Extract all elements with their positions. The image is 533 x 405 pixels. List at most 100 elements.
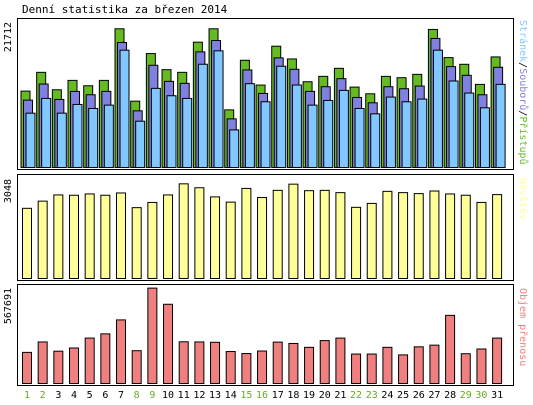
x-tick-label: 14 (225, 390, 237, 401)
pages-bar (166, 95, 177, 168)
visits-bar (476, 201, 487, 279)
kbytes-bar (445, 314, 456, 384)
chart-title: Denní statistika za březen 2014 (22, 3, 228, 16)
visits-bar (366, 202, 377, 280)
visits-bar (304, 190, 315, 279)
kbytes-bar (413, 346, 424, 384)
kbytes-bar (84, 337, 95, 384)
x-tick-label: 20 (319, 390, 331, 401)
pages-bar (41, 97, 52, 168)
visits-bar (382, 190, 393, 279)
kbytes-bar (210, 341, 221, 384)
x-tick-label: 28 (444, 390, 456, 401)
x-tick-label: 15 (240, 390, 252, 401)
pages-bar (260, 101, 271, 168)
x-tick-label: 25 (397, 390, 409, 401)
visits-bar (37, 200, 48, 279)
pages-bar (338, 89, 349, 168)
kbytes-legend: Objem přenosu (517, 288, 528, 367)
visits-bar (272, 189, 283, 279)
x-tick-label: 24 (381, 390, 393, 401)
x-tick-label: 21 (334, 390, 346, 401)
x-tick-label: 1 (24, 390, 30, 401)
kbytes-bar (304, 346, 315, 384)
kbytes-bar (366, 353, 377, 385)
pages-bar (213, 50, 224, 169)
kbytes-bar (22, 351, 32, 385)
pages-bar (135, 120, 146, 168)
x-tick-label: 22 (350, 390, 362, 401)
x-tick-label: 12 (193, 390, 205, 401)
pages-bar (432, 49, 443, 169)
pages-bar (56, 112, 67, 169)
visits-bar (398, 192, 409, 279)
x-tick-label: 8 (134, 390, 140, 401)
visits-bar (194, 187, 205, 279)
visits-bar (241, 187, 252, 280)
kbytes-bar (69, 347, 80, 384)
kbytes-bar (492, 337, 503, 384)
visits-bar (335, 192, 346, 279)
x-tick-label: 26 (413, 390, 425, 401)
x-tick-label: 10 (162, 390, 174, 401)
x-tick-label: 18 (287, 390, 299, 401)
pages-bar (307, 104, 318, 168)
x-tick-label: 16 (256, 390, 268, 401)
kbytes-bar (100, 333, 111, 385)
kbytes-bar (398, 354, 409, 385)
x-tick-label: 30 (475, 390, 487, 401)
pages-bar (291, 84, 302, 168)
x-tick-label: 23 (366, 390, 378, 401)
kbytes-bar (194, 341, 205, 384)
kbytes-bar (351, 353, 362, 385)
visits-bar (225, 201, 236, 279)
visits-bar (210, 196, 221, 280)
pages-bar (182, 97, 193, 168)
visits-bar (429, 190, 440, 279)
x-tick-label: 9 (149, 390, 155, 401)
kbytes-bar (476, 348, 487, 385)
visits-bar (178, 183, 189, 279)
visits-bar (319, 189, 330, 279)
kbytes-bar (382, 346, 393, 384)
pages-bar (479, 107, 490, 169)
visits-bar (116, 192, 127, 279)
pages-bar (150, 87, 161, 168)
kbytes-bar (241, 353, 252, 385)
pages-bar (417, 98, 428, 168)
x-tick-label: 31 (491, 390, 503, 401)
pages-bar (401, 101, 412, 168)
x-tick-label: 4 (71, 390, 77, 401)
pages-bar (197, 63, 208, 168)
visits-bar (100, 194, 111, 280)
pages-bar (119, 49, 130, 169)
visits-bar (22, 207, 32, 279)
x-tick-label: 7 (118, 390, 124, 401)
legend-files: Souborů (517, 68, 528, 111)
kbytes-bar (53, 350, 64, 385)
pages-bar (244, 83, 255, 168)
pages-bar (495, 83, 506, 168)
pages-bar (229, 129, 240, 168)
visits-bar (69, 194, 80, 280)
kbytes-bar (178, 341, 189, 384)
pages-bar (370, 113, 381, 169)
kbytes-bar (163, 303, 174, 384)
pages-bar (464, 92, 475, 168)
visits-bar (147, 201, 158, 279)
requests-legend: Stránek/Souborů/Přístupů (517, 20, 528, 165)
visits-bar (445, 193, 456, 279)
visits-bar (84, 193, 95, 279)
x-tick-label: 6 (102, 390, 108, 401)
pages-bar (276, 65, 287, 168)
visits-legend: Návštěv (517, 178, 528, 221)
visits-bar (351, 206, 362, 279)
x-tick-label: 13 (209, 390, 221, 401)
kbytes-bar (288, 342, 299, 384)
kbytes-bar (147, 287, 158, 384)
visits-bar (131, 207, 142, 279)
kbytes-bar (257, 350, 268, 384)
x-tick-label: 5 (87, 390, 93, 401)
